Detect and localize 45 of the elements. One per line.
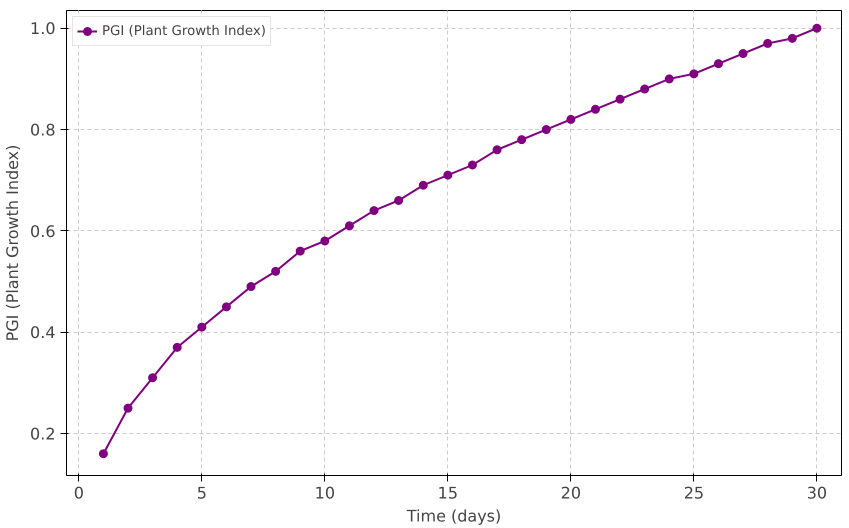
y-axis-title: PGI (Plant Growth Index) — [3, 144, 22, 342]
y-tick-label: 1.0 — [30, 19, 56, 38]
point — [418, 180, 428, 190]
point — [616, 94, 625, 104]
point — [98, 449, 108, 458]
point — [344, 221, 354, 230]
point — [124, 404, 133, 413]
legend-label: PGI (Plant Growth Index) — [102, 24, 266, 38]
x-tick-label: 15 — [438, 484, 458, 502]
point — [296, 246, 305, 256]
point — [812, 24, 822, 33]
x-tick-label: 10 — [314, 484, 336, 502]
point — [590, 104, 600, 114]
y-tick-label: 0.4 — [30, 323, 56, 342]
y-tick-label: 0.8 — [30, 120, 56, 140]
point — [246, 282, 256, 292]
point — [394, 196, 404, 205]
x-tick-label: 25 — [684, 484, 704, 502]
point — [689, 69, 698, 78]
point — [566, 114, 576, 124]
point — [468, 160, 477, 170]
x-tick-label: 5 — [196, 484, 207, 502]
y-tick-label: 0.2 — [30, 424, 56, 444]
x-tick-label: 0 — [74, 484, 84, 502]
point — [788, 34, 797, 43]
point — [172, 342, 182, 352]
x-tick-label: 20 — [560, 484, 582, 502]
y-tick-label: 0.6 — [30, 222, 56, 241]
point — [492, 145, 502, 154]
point — [222, 302, 231, 312]
point — [271, 266, 280, 276]
point — [763, 38, 772, 48]
point — [443, 170, 452, 180]
point — [370, 206, 379, 216]
point — [517, 135, 526, 144]
point — [148, 373, 158, 382]
point — [664, 74, 674, 84]
point — [542, 125, 551, 134]
point — [738, 49, 748, 58]
x-axis-title: Time (days) — [406, 506, 502, 526]
point — [320, 236, 330, 246]
point — [714, 59, 723, 68]
point — [197, 322, 206, 332]
x-tick-label: 30 — [806, 484, 828, 502]
point — [640, 84, 650, 94]
